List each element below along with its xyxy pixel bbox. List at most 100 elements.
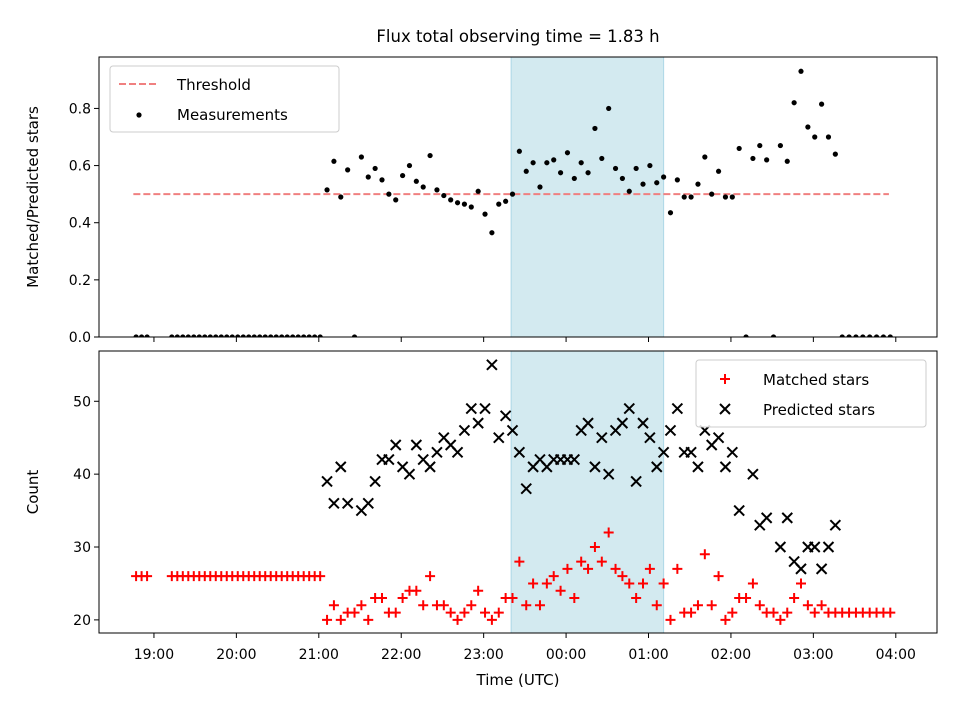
data-point <box>362 497 374 510</box>
data-point <box>273 334 279 337</box>
data-point <box>235 334 241 337</box>
data-point <box>290 334 296 337</box>
data-point <box>257 334 263 337</box>
data-point <box>345 167 351 173</box>
data-point <box>240 334 246 337</box>
data-point <box>747 578 758 589</box>
data-point <box>712 432 725 444</box>
data-point <box>379 177 385 183</box>
data-point <box>770 334 777 337</box>
data-point <box>196 334 202 337</box>
data-point <box>480 607 491 618</box>
data-point <box>685 446 697 458</box>
data-point <box>468 204 474 210</box>
data-point <box>472 417 484 429</box>
data-point <box>324 187 330 193</box>
top-panel: 0.0 0.2 0.4 0.6 0.8 Matched/Predicted stars Th… <box>24 56 938 346</box>
series-measurements <box>133 68 893 337</box>
data-point <box>418 600 429 611</box>
data-point <box>832 151 838 157</box>
data-point <box>393 197 399 203</box>
data-point <box>452 614 463 625</box>
data-point <box>534 600 545 611</box>
data-point <box>185 334 191 337</box>
data-point <box>461 201 468 207</box>
data-point <box>729 194 735 200</box>
data-point <box>473 585 484 596</box>
bottom-panel: 20 30 40 50 19:00 20:00 21:00 22:00 23:00 00:00 01… <box>24 350 938 689</box>
data-point <box>592 125 598 132</box>
data-point <box>451 446 464 458</box>
series-predicted-stars <box>321 359 842 575</box>
data-point <box>509 191 516 197</box>
y-tick-label: 0.4 <box>69 216 91 232</box>
data-point <box>602 468 615 480</box>
data-point <box>400 172 406 179</box>
data-point <box>606 105 612 112</box>
data-point <box>860 334 866 337</box>
data-point <box>805 124 811 130</box>
data-point <box>658 578 669 589</box>
data-point <box>589 461 601 473</box>
data-point <box>174 334 180 337</box>
data-point <box>576 556 587 567</box>
data-point <box>798 68 804 74</box>
data-point <box>513 446 526 458</box>
data-point <box>537 184 543 190</box>
data-point <box>191 334 197 337</box>
chart-title: Flux total observing time = 1.83 h <box>376 27 659 46</box>
data-point <box>246 334 252 337</box>
data-point <box>133 334 139 337</box>
data-point <box>757 142 763 149</box>
data-point <box>448 197 454 203</box>
data-point <box>624 578 635 589</box>
data-point <box>376 593 387 604</box>
data-point <box>390 439 402 451</box>
data-point <box>372 165 378 172</box>
data-point <box>846 334 852 337</box>
data-point <box>750 155 756 162</box>
data-point <box>507 593 518 604</box>
y-tick-label: 50 <box>73 394 91 410</box>
data-point <box>390 607 401 618</box>
data-point <box>251 334 257 337</box>
data-point <box>665 614 676 625</box>
data-point <box>438 600 449 611</box>
data-point <box>782 607 793 618</box>
data-point <box>825 134 832 140</box>
data-point <box>791 100 797 106</box>
data-point <box>434 187 440 193</box>
data-point <box>867 334 873 337</box>
data-point <box>564 150 571 156</box>
data-point <box>458 424 471 437</box>
data-layer <box>131 359 896 625</box>
data-point <box>829 519 842 531</box>
data-point <box>637 417 649 429</box>
data-point <box>638 578 649 589</box>
data-point <box>317 334 323 337</box>
data-point <box>603 527 614 538</box>
x-tick-label: 00:00 <box>546 647 586 663</box>
data-point <box>743 334 749 337</box>
data-point <box>661 174 667 180</box>
data-point <box>631 593 642 604</box>
x-tick-label: 03:00 <box>793 647 833 663</box>
data-point <box>733 504 745 517</box>
data-point <box>596 556 607 567</box>
data-point <box>706 600 717 611</box>
data-point <box>202 334 208 337</box>
data-point <box>887 334 893 337</box>
data-layer <box>133 68 893 337</box>
data-point <box>475 188 481 194</box>
data-point <box>633 165 639 172</box>
data-point <box>654 180 660 186</box>
data-point <box>530 160 536 166</box>
x-tick-label: 02:00 <box>711 647 751 663</box>
data-point <box>644 432 656 444</box>
data-point <box>722 194 729 200</box>
data-point <box>383 453 395 466</box>
data-point <box>885 607 896 618</box>
x-tick-label: 21:00 <box>299 647 339 663</box>
data-point <box>816 600 827 611</box>
